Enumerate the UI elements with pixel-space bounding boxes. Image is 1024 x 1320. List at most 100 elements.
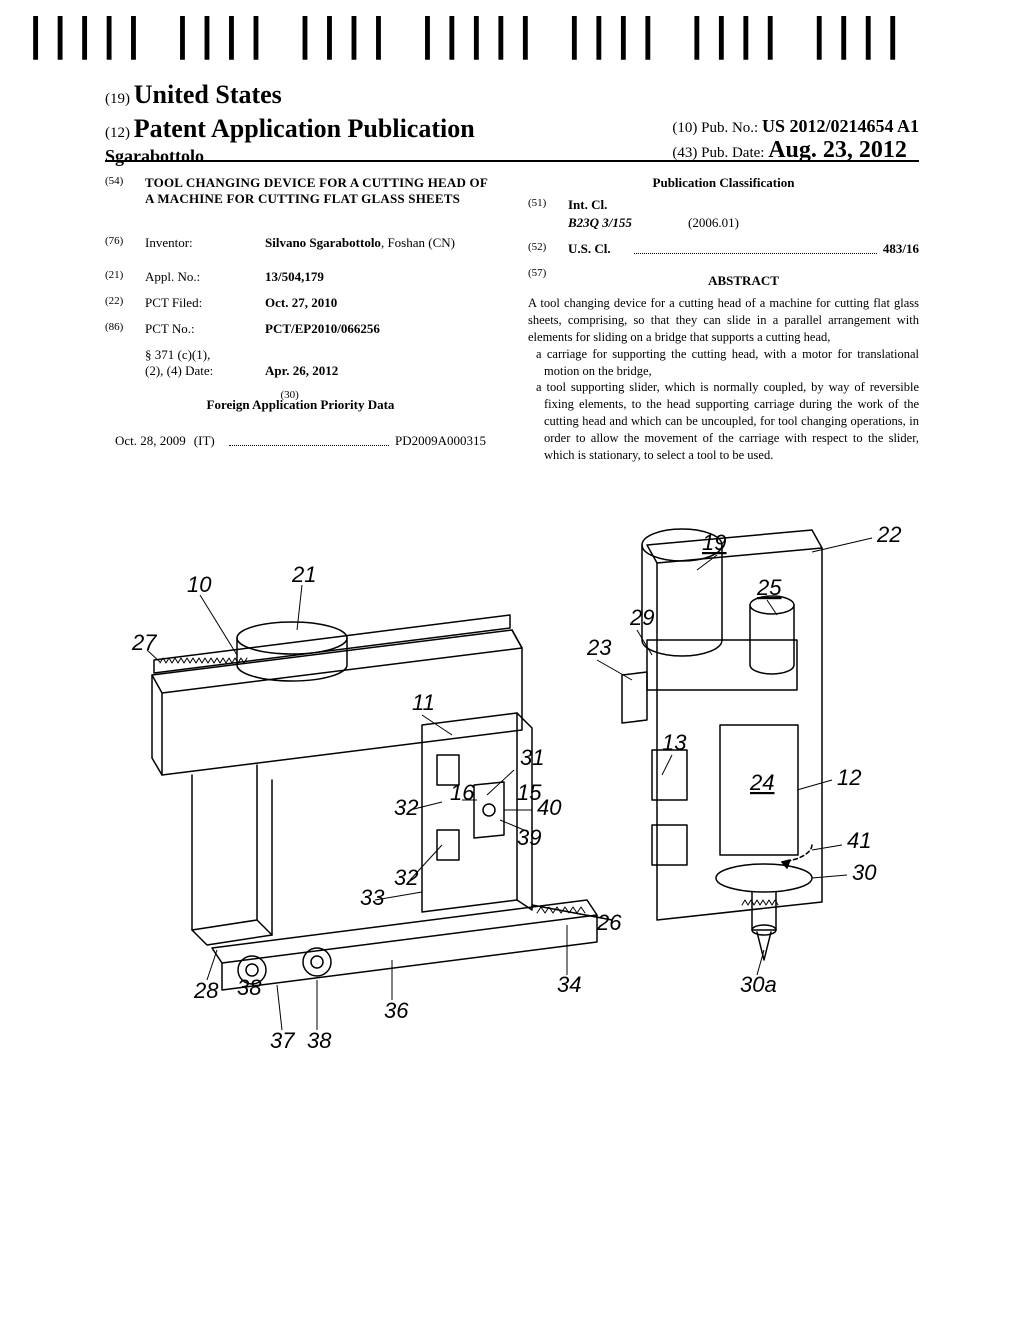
pct-no-row: (86) PCT No.: PCT/EP2010/066256 [105, 321, 496, 337]
dotted-leader [229, 433, 389, 446]
svg-text:32: 32 [394, 795, 418, 820]
svg-text:28: 28 [193, 978, 219, 1003]
svg-text:10: 10 [187, 572, 212, 597]
horizontal-rule [105, 160, 919, 162]
svg-text:37: 37 [270, 1028, 295, 1053]
country-name: United States [134, 80, 282, 109]
pct-filed-label: PCT Filed: [145, 295, 265, 311]
abstract-header: ABSTRACT [568, 273, 919, 289]
svg-text:34: 34 [557, 972, 581, 997]
svg-text:30a: 30a [740, 972, 777, 997]
pub-type: Patent Application Publication [134, 114, 475, 143]
s371-code [105, 347, 145, 363]
header-right: (10) Pub. No.: US 2012/0214654 A1 (43) P… [672, 116, 919, 164]
abstract-code: (57) [528, 267, 568, 295]
svg-text:21: 21 [291, 562, 316, 587]
s371-date: Apr. 26, 2012 [265, 363, 338, 379]
svg-text:38: 38 [237, 975, 262, 1000]
dotted-leader [634, 241, 877, 254]
svg-text:41: 41 [847, 828, 871, 853]
pub-date-code: (43) [672, 145, 697, 161]
left-column: (54) TOOL CHANGING DEVICE FOR A CUTTING … [105, 175, 496, 464]
priority-data-row: Oct. 28, 2009 (IT) PD2009A000315 [105, 433, 496, 449]
priority-country: (IT) [194, 433, 215, 449]
barcode-block: ||||| |||||| || ||||| |||| ||||| |||| ||… [0, 20, 904, 68]
patent-title: TOOL CHANGING DEVICE FOR A CUTTING HEAD … [145, 175, 496, 207]
abstract-p1: A tool changing device for a cutting hea… [528, 295, 919, 346]
svg-text:13: 13 [662, 730, 687, 755]
svg-text:36: 36 [384, 998, 409, 1023]
intcl-class-row: B23Q 3/155 (2006.01) [528, 215, 919, 231]
pct-no-label: PCT No.: [145, 321, 265, 337]
inventor-code: (76) [105, 235, 145, 251]
appl-no-code: (21) [105, 269, 145, 285]
svg-text:23: 23 [586, 635, 612, 660]
priority-header-row: (30) Foreign Application Priority Data [105, 389, 496, 423]
uscl-row: (52) U.S. Cl. 483/16 [528, 241, 919, 257]
svg-text:27: 27 [131, 630, 157, 655]
s371-date-row: (2), (4) Date: Apr. 26, 2012 [105, 363, 496, 379]
priority-code: (30) [281, 389, 321, 401]
pub-no-line: (10) Pub. No.: US 2012/0214654 A1 [672, 116, 919, 137]
pct-filed-row: (22) PCT Filed: Oct. 27, 2010 [105, 295, 496, 311]
svg-text:38: 38 [307, 1028, 332, 1053]
pct-filed-code: (22) [105, 295, 145, 311]
intcl-row: (51) Int. Cl. [528, 197, 919, 213]
svg-text:26: 26 [596, 910, 622, 935]
uscl-code: (52) [528, 241, 568, 257]
svg-text:25: 25 [756, 575, 782, 600]
pub-type-code: (12) [105, 125, 130, 141]
svg-text:24: 24 [749, 770, 774, 795]
svg-text:39: 39 [517, 825, 541, 850]
priority-date: Oct. 28, 2009 [115, 433, 186, 449]
title-code: (54) [105, 175, 145, 225]
inventor-loc: , Foshan (CN) [381, 235, 455, 250]
svg-text:12: 12 [837, 765, 861, 790]
svg-text:19: 19 [702, 530, 726, 555]
barcode-graphic: ||||| |||||| || ||||| |||| ||||| |||| ||… [0, 20, 904, 51]
s371-label: § 371 (c)(1), [145, 347, 265, 363]
abstract-header-row: (57) ABSTRACT [528, 267, 919, 295]
svg-text:30: 30 [852, 860, 877, 885]
pub-no: US 2012/0214654 A1 [762, 116, 919, 136]
intcl-year: (2006.01) [688, 215, 739, 231]
pub-date-label: Pub. Date: [701, 145, 764, 161]
classification-header: Publication Classification [528, 175, 919, 191]
svg-text:33: 33 [360, 885, 385, 910]
priority-no: PD2009A000315 [395, 433, 486, 449]
svg-text:32: 32 [394, 865, 418, 890]
s371-row: § 371 (c)(1), [105, 347, 496, 363]
abstract-li1: a carriage for supporting the cutting he… [544, 346, 919, 380]
s371-line2: (2), (4) Date: [145, 363, 265, 379]
pub-no-code: (10) [672, 120, 697, 136]
figure-svg: 10 21 27 11 32 32 16 31 39 40 33 23 29 1… [90, 500, 934, 1240]
appl-no-row: (21) Appl. No.: 13/504,179 [105, 269, 496, 285]
title-row: (54) TOOL CHANGING DEVICE FOR A CUTTING … [105, 175, 496, 225]
svg-text:22: 22 [876, 522, 901, 547]
abstract-body: A tool changing device for a cutting hea… [528, 295, 919, 464]
biblio-columns: (54) TOOL CHANGING DEVICE FOR A CUTTING … [105, 175, 919, 464]
uscl-label: U.S. Cl. [568, 241, 628, 257]
abstract-li2: a tool supporting slider, which is norma… [544, 379, 919, 463]
pub-no-label: Pub. No.: [701, 120, 758, 136]
svg-text:31: 31 [520, 745, 544, 770]
svg-text:11: 11 [412, 690, 435, 715]
intcl-class: B23Q 3/155 [568, 215, 688, 231]
patent-figure: 10 21 27 11 32 32 16 31 39 40 33 23 29 1… [90, 500, 934, 1240]
pct-filed-value: Oct. 27, 2010 [265, 295, 337, 311]
svg-text:15: 15 [517, 780, 542, 805]
appl-no-value: 13/504,179 [265, 269, 324, 285]
inventor-value: Silvano Sgarabottolo, Foshan (CN) [265, 235, 455, 251]
pct-no-code: (86) [105, 321, 145, 337]
svg-text:29: 29 [629, 605, 654, 630]
intcl-code: (51) [528, 197, 568, 213]
country-line: (19) United States [105, 80, 919, 110]
inventor-label: Inventor: [145, 235, 265, 251]
document-header: (19) United States (12) Patent Applicati… [105, 80, 919, 167]
appl-no-label: Appl. No.: [145, 269, 265, 285]
pct-no-value: PCT/EP2010/066256 [265, 321, 380, 337]
intcl-label: Int. Cl. [568, 197, 607, 213]
country-code: (19) [105, 91, 130, 107]
inventor-name: Silvano Sgarabottolo [265, 235, 381, 250]
right-column: Publication Classification (51) Int. Cl.… [528, 175, 919, 464]
